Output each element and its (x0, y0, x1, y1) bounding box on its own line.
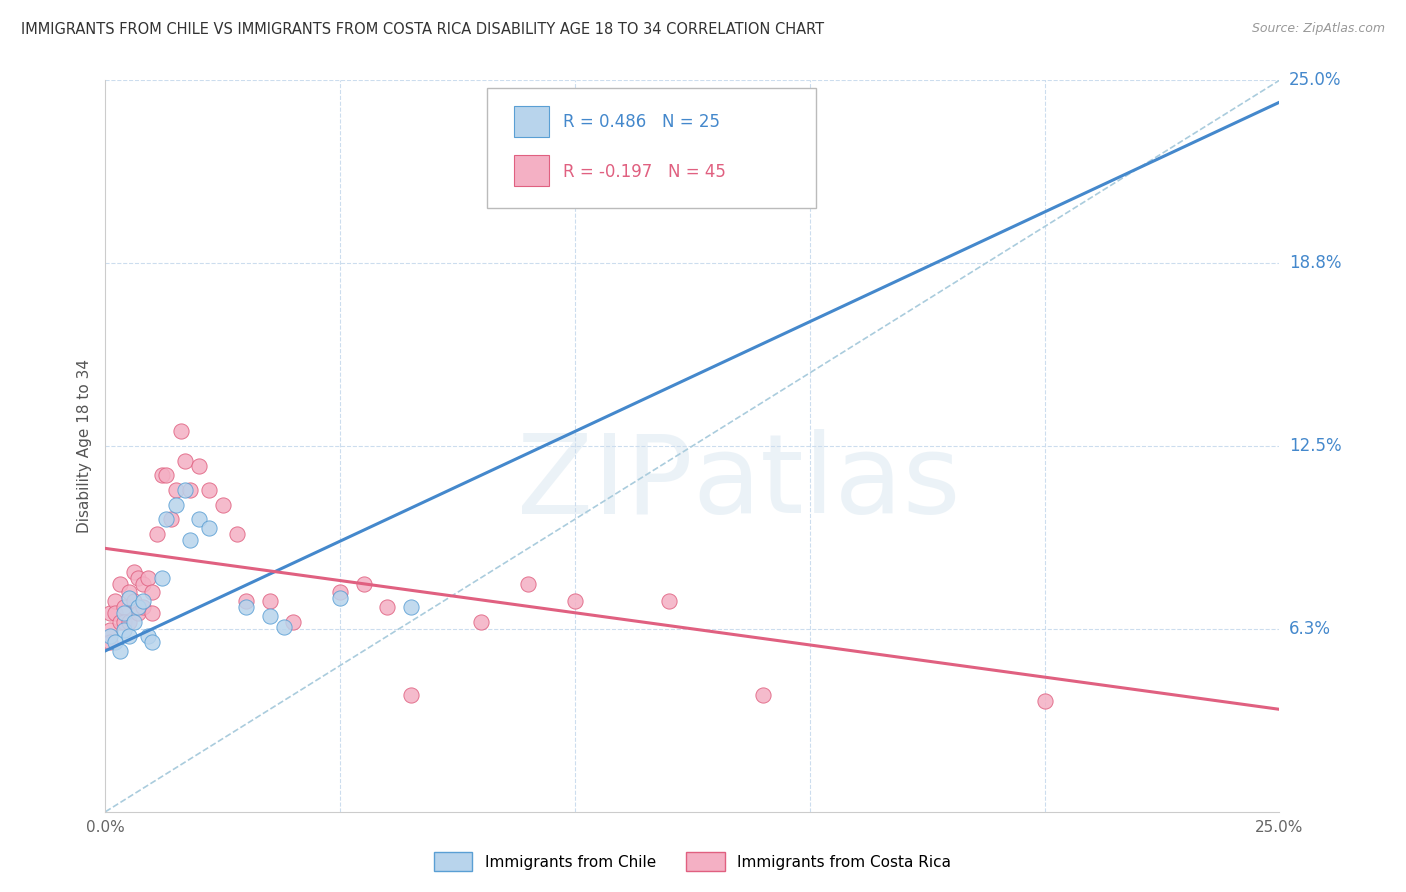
Point (259, 594, 281, 608)
Point (259, 608, 281, 623)
Point (98, 606, 121, 620)
Point (104, 606, 127, 620)
Point (517, 576, 540, 591)
Point (211, 498, 233, 512)
Text: R = 0.486   N = 25: R = 0.486 N = 25 (564, 113, 720, 131)
Point (273, 620, 295, 634)
Point (470, 615, 492, 629)
Point (136, 629, 159, 643)
Point (610, 167, 633, 181)
Point (141, 606, 163, 620)
Point (132, 576, 155, 591)
Point (353, 576, 375, 591)
Point (329, 585, 352, 599)
Point (122, 615, 145, 629)
Point (235, 599, 257, 614)
Point (98, 629, 121, 643)
Point (226, 526, 249, 541)
Point (132, 594, 155, 608)
Point (375, 599, 398, 614)
Legend: Immigrants from Chile, Immigrants from Costa Rica: Immigrants from Chile, Immigrants from C… (427, 847, 957, 877)
Point (150, 571, 173, 585)
Point (165, 498, 187, 512)
Point (197, 483, 219, 497)
Point (235, 594, 257, 608)
Text: 6.3%: 6.3% (1289, 620, 1331, 638)
Point (150, 468, 173, 483)
FancyBboxPatch shape (515, 155, 550, 186)
Text: atlas: atlas (692, 429, 960, 536)
Point (141, 635, 163, 649)
Point (179, 533, 201, 547)
Point (752, 688, 775, 702)
Point (283, 615, 305, 629)
Point (127, 599, 149, 614)
Point (564, 594, 586, 608)
Point (141, 585, 163, 599)
Point (98, 624, 121, 638)
Point (155, 512, 177, 526)
Y-axis label: Disability Age 18 to 34: Disability Age 18 to 34 (76, 359, 91, 533)
Point (169, 425, 191, 439)
Point (329, 591, 352, 606)
Point (1033, 693, 1056, 707)
Point (399, 688, 422, 702)
Point (108, 576, 131, 591)
Point (165, 483, 187, 497)
Point (118, 615, 141, 629)
Point (160, 512, 183, 526)
Point (188, 459, 211, 474)
Point (98, 635, 121, 649)
Text: R = -0.197   N = 45: R = -0.197 N = 45 (564, 162, 725, 181)
Point (104, 635, 127, 649)
Text: 25.0%: 25.0% (1289, 71, 1341, 89)
Text: 12.5%: 12.5% (1289, 437, 1341, 455)
Point (174, 483, 197, 497)
Point (174, 453, 197, 467)
Point (136, 571, 159, 585)
Point (118, 591, 141, 606)
Point (197, 521, 219, 535)
Point (127, 571, 149, 585)
Point (112, 624, 135, 638)
Text: IMMIGRANTS FROM CHILE VS IMMIGRANTS FROM COSTA RICA DISABILITY AGE 18 TO 34 CORR: IMMIGRANTS FROM CHILE VS IMMIGRANTS FROM… (21, 22, 824, 37)
Point (112, 615, 135, 629)
Point (146, 526, 169, 541)
Point (122, 594, 145, 608)
Point (132, 599, 155, 614)
Text: Source: ZipAtlas.com: Source: ZipAtlas.com (1251, 22, 1385, 36)
Point (122, 565, 145, 579)
Point (108, 615, 131, 629)
Point (112, 599, 135, 614)
Point (108, 644, 131, 658)
Point (118, 585, 141, 599)
Text: ZIP: ZIP (517, 429, 692, 536)
Point (399, 599, 422, 614)
Point (179, 483, 201, 497)
Point (658, 594, 681, 608)
Text: 18.8%: 18.8% (1289, 254, 1341, 272)
Point (127, 606, 149, 620)
Point (188, 512, 211, 526)
FancyBboxPatch shape (515, 105, 550, 136)
FancyBboxPatch shape (486, 87, 815, 209)
Point (112, 606, 135, 620)
Point (118, 629, 141, 643)
Point (155, 468, 177, 483)
Point (104, 594, 127, 608)
